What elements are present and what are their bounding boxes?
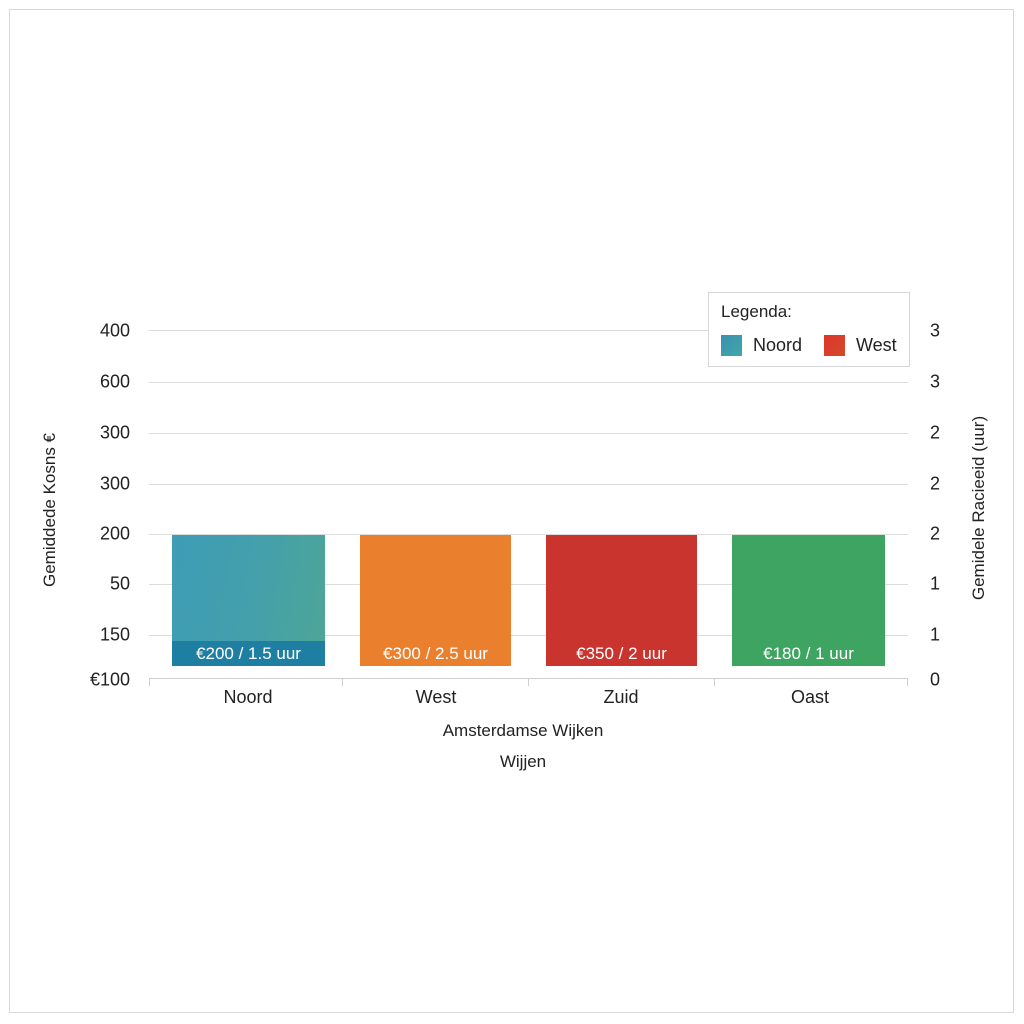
right-axis-title: Gemidele Racieeid (uur) (969, 415, 988, 601)
x-axis-subtitle: Wijjen (499, 752, 547, 771)
gridline (149, 534, 908, 535)
gridline (149, 635, 908, 636)
x-axis-tick (342, 678, 343, 686)
x-axis-tick (714, 678, 715, 686)
right-axis-tick-label: 3 (930, 371, 941, 392)
right-axis-tick-label: 1 (930, 624, 941, 645)
x-axis-tick (907, 678, 908, 686)
x-axis-tick (149, 678, 150, 686)
bar-oast[interactable]: €180 / 1 uur (732, 535, 885, 666)
left-axis-tick-label: 400 (99, 320, 130, 341)
bar-value-label: €200 / 1.5 uur (196, 644, 301, 663)
x-axis-category-label: Oast (790, 687, 830, 707)
right-axis-tick-label: 2 (930, 473, 941, 494)
legend-swatch-icon (721, 335, 742, 356)
bar-west[interactable]: €300 / 2.5 uur (360, 535, 511, 666)
gridline (149, 584, 908, 585)
bar-value-label: €180 / 1 uur (763, 644, 854, 663)
bar-noord[interactable]: €200 / 1.5 uur (172, 535, 325, 666)
left-axis-title: Gemiddede Kosns € (40, 432, 59, 588)
left-axis-tick-label: 50 (109, 573, 130, 594)
gridline (149, 433, 908, 434)
bar-value-label: €350 / 2 uur (576, 644, 667, 663)
gridline (149, 484, 908, 485)
legend-item-noord[interactable]: Noord (721, 335, 802, 356)
legend-label: West (856, 335, 897, 355)
legend-swatch-icon (824, 335, 845, 356)
gridline (149, 382, 908, 383)
x-axis-tick (528, 678, 529, 686)
left-axis-tick-label: 300 (99, 473, 130, 494)
right-axis-tick-label: 2 (930, 422, 941, 443)
left-axis-tick-label: 150 (99, 624, 130, 645)
x-axis-category-label: West (415, 687, 457, 707)
right-axis-tick-label: 3 (930, 320, 941, 341)
x-axis-category-label: Zuid (603, 687, 639, 707)
legend-title: Legenda: (721, 302, 792, 321)
right-axis-tick-label: 0 (930, 669, 941, 690)
bar-label-band (172, 641, 325, 666)
bar-zuid[interactable]: €350 / 2 uur (546, 535, 697, 666)
left-axis-tick-label: 600 (99, 371, 130, 392)
left-axis-tick-label: 200 (99, 523, 130, 544)
x-axis-category-label: Noord (223, 687, 273, 707)
legend-item-west[interactable]: West (824, 335, 897, 356)
left-axis-tick-label: 300 (99, 422, 130, 443)
chart-frame (9, 9, 1014, 1013)
left-axis-tick-label: €100 (89, 669, 130, 690)
bar-value-label: €300 / 2.5 uur (383, 644, 488, 663)
legend-label: Noord (753, 335, 803, 355)
right-axis-tick-label: 1 (930, 573, 941, 594)
right-axis-tick-label: 2 (930, 523, 941, 544)
legend: Legenda: Noord West (708, 292, 910, 367)
gridline (149, 330, 908, 331)
x-axis-title: Amsterdamse Wijken (442, 721, 604, 740)
